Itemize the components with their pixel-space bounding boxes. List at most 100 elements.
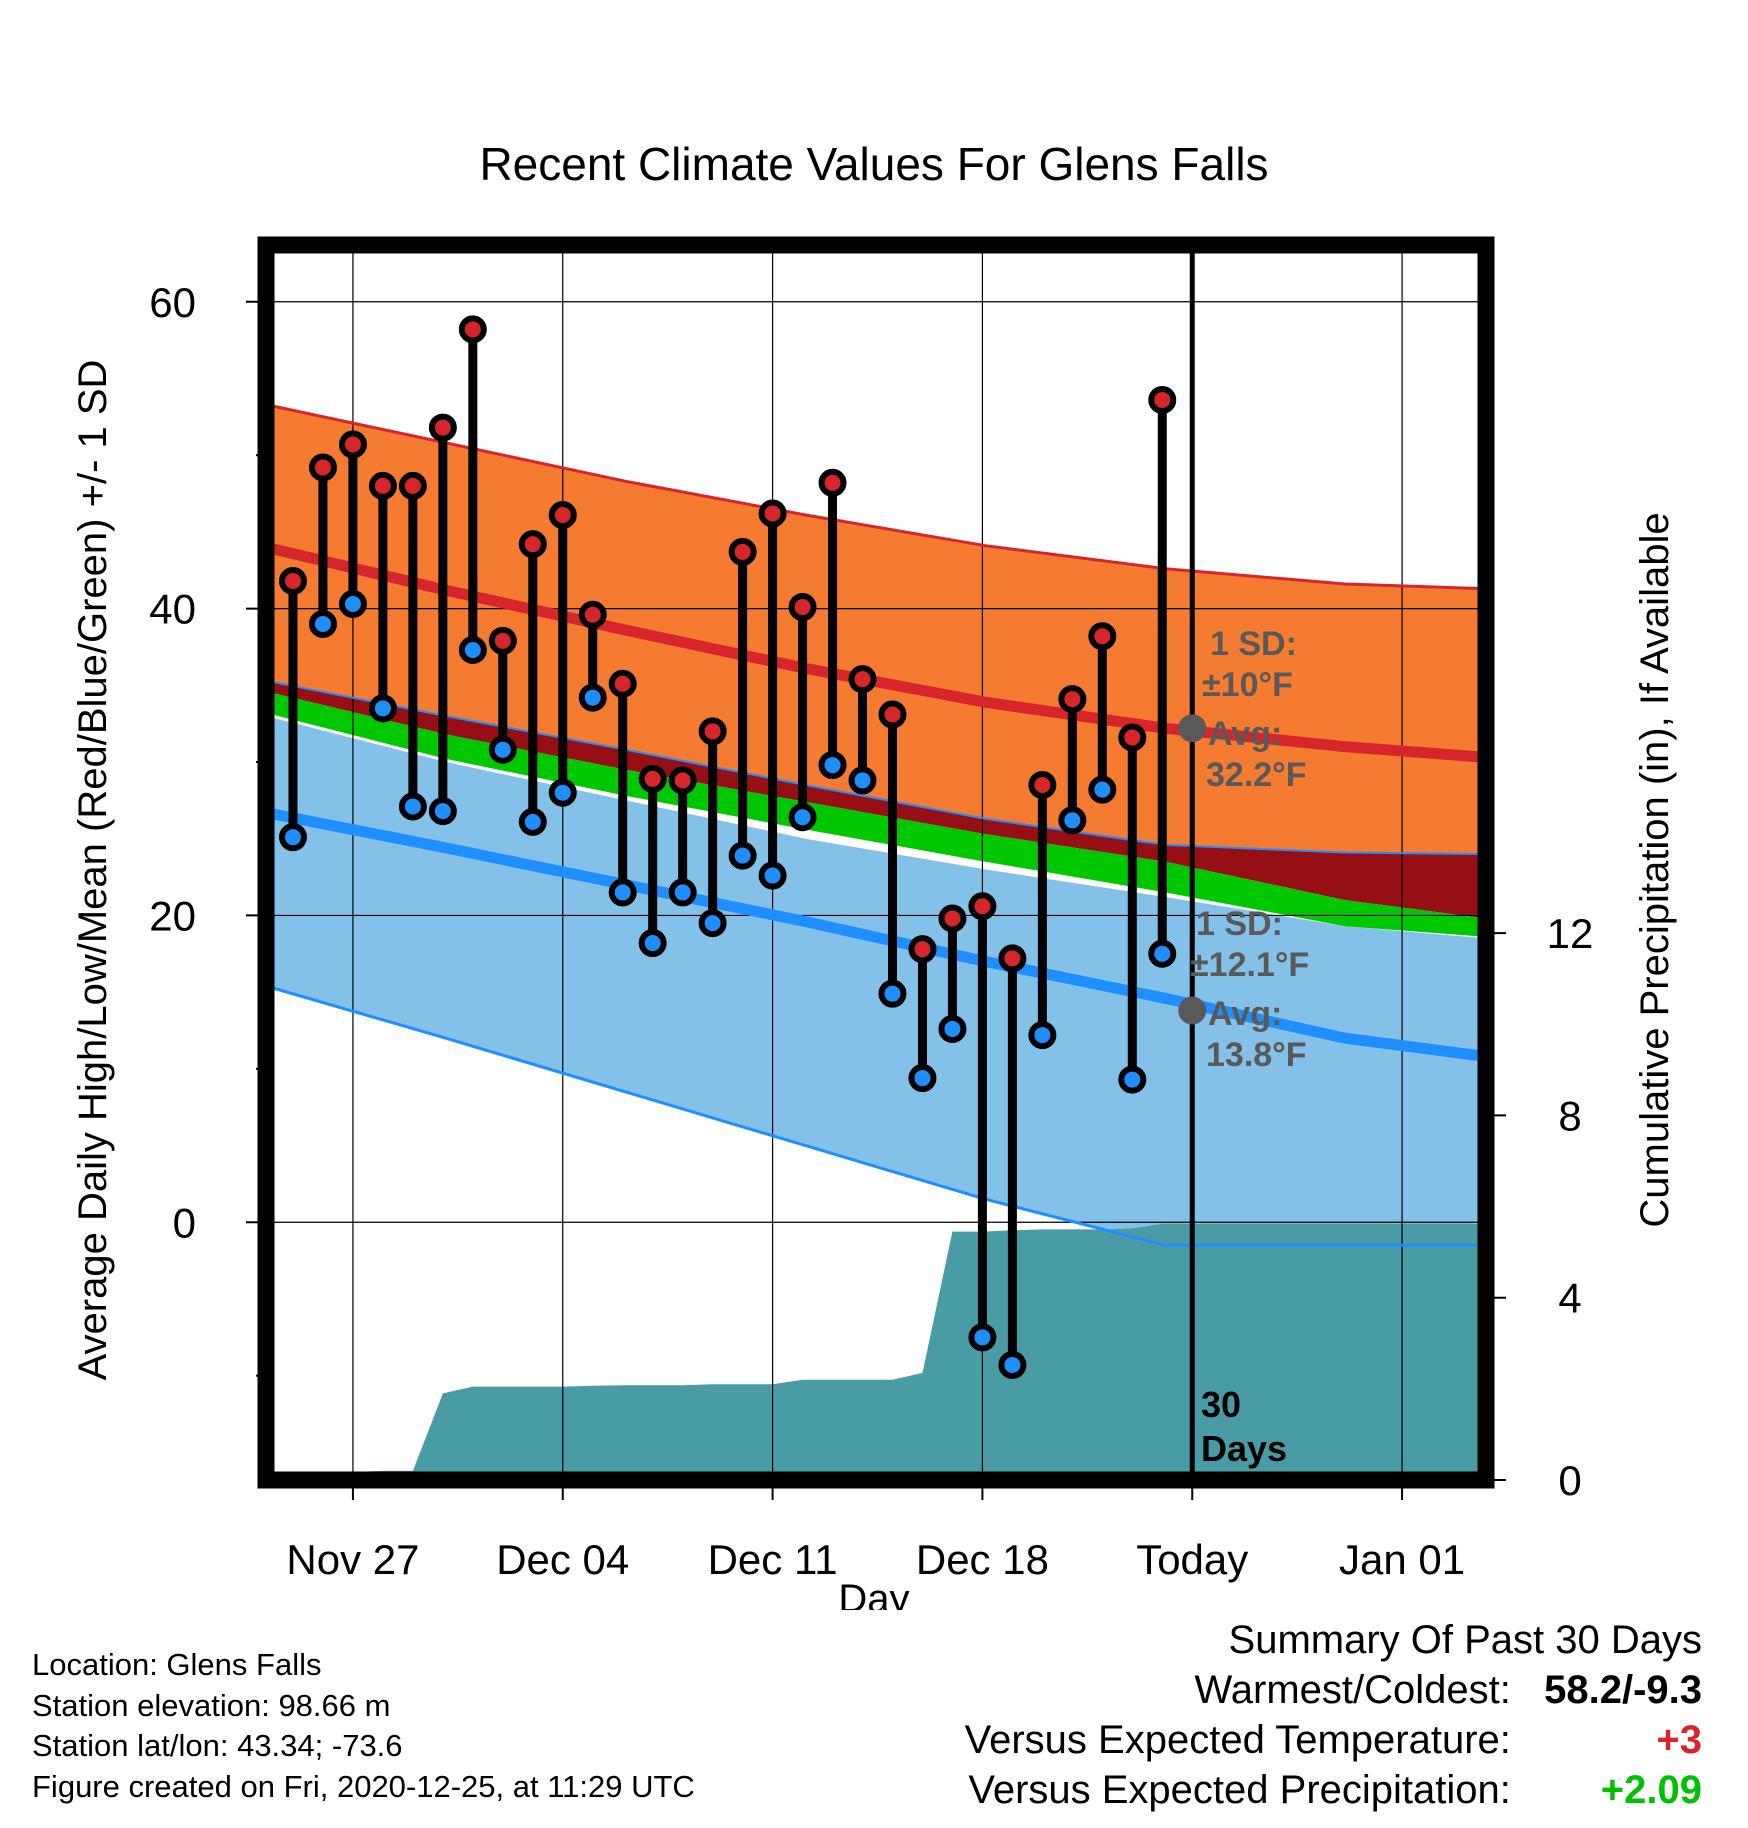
low-point-28 (1118, 1065, 1147, 1094)
low-avg-value: 13.8°F (1206, 1036, 1307, 1074)
high-point-28 (1118, 723, 1147, 752)
low-sd-value: ±12.1°F (1190, 946, 1309, 984)
station-elevation: Station elevation: 98.66 m (32, 1687, 391, 1723)
summary-temp-row: Versus Expected Temperature: +3 (965, 1715, 1702, 1765)
high-point-19 (848, 665, 877, 694)
plot-frame (257, 236, 1495, 1489)
low-point-7 (488, 735, 517, 764)
high-point-11 (608, 669, 637, 698)
summary-panel: Summary Of Past 30 Days Warmest/Coldest:… (965, 1615, 1702, 1815)
low-point-0 (278, 823, 307, 852)
y-tick-label-3: 60 (149, 279, 196, 326)
high-point-18 (818, 468, 847, 497)
low-point-11 (608, 878, 637, 907)
grid-lines (266, 245, 1486, 1480)
low-point-18 (818, 751, 847, 780)
low-point-29 (1148, 939, 1177, 968)
high-point-13 (668, 766, 697, 795)
summary-heading: Summary Of Past 30 Days (1228, 1618, 1702, 1662)
low-point-17 (788, 803, 817, 832)
figure-created: Figure created on Fri, 2020-12-25, at 11… (32, 1768, 695, 1804)
x-tick-label-0: Nov 27 (286, 1536, 419, 1583)
today-high-avg-dot (1178, 714, 1207, 743)
y2-tick-label-2: 8 (1558, 1092, 1581, 1139)
high-point-7 (488, 626, 517, 655)
warmest-label: Warmest/Coldest: (1194, 1668, 1511, 1712)
precip-value: +2.09 (1600, 1768, 1702, 1812)
high-point-0 (278, 566, 307, 595)
summary-warmest-row: Warmest/Coldest: 58.2/-9.3 (965, 1665, 1703, 1715)
low-avg-label: Avg: (1208, 995, 1282, 1033)
y2-tick-label-1: 4 (1558, 1275, 1581, 1322)
low-point-27 (1088, 775, 1117, 804)
y-tick-label-1: 20 (149, 892, 196, 939)
y-tick-label-2: 40 (149, 586, 196, 633)
high-point-17 (788, 593, 817, 622)
low-point-24 (998, 1350, 1027, 1379)
high-point-23 (968, 892, 997, 921)
low-point-25 (1028, 1021, 1057, 1050)
summary-precip-row: Versus Expected Precipitation: +2.09 (965, 1765, 1702, 1815)
low-point-21 (908, 1064, 937, 1093)
high-point-12 (638, 764, 667, 793)
low-minus-sd-line (265, 984, 1486, 1247)
climate-chart: Recent Climate Values For Glens Falls No… (71, 138, 1677, 1610)
high-point-10 (578, 600, 607, 629)
x-tick-label-3: Dec 18 (916, 1536, 1049, 1583)
low-point-6 (458, 636, 487, 665)
high-avg-label: Avg: (1208, 715, 1282, 753)
high-point-20 (878, 700, 907, 729)
high-point-24 (998, 944, 1027, 973)
low-point-15 (728, 841, 757, 870)
low-point-16 (758, 861, 787, 890)
temp-label: Versus Expected Temperature: (964, 1718, 1511, 1762)
high-point-25 (1028, 771, 1057, 800)
period-label-number: 30 (1201, 1384, 1241, 1425)
plot-border (257, 236, 1495, 1489)
y2-tick-label-0: 0 (1558, 1457, 1581, 1504)
low-point-10 (578, 683, 607, 712)
precipitation-fill (266, 1223, 1486, 1480)
high-point-5 (428, 413, 457, 442)
chart-title: Recent Climate Values For Glens Falls (479, 138, 1268, 190)
low-point-8 (518, 807, 547, 836)
warmest-value: 58.2/-9.3 (1544, 1668, 1702, 1712)
period-label-unit: Days (1201, 1428, 1287, 1469)
low-point-22 (938, 1014, 967, 1043)
high-sd-value: ±10°F (1202, 666, 1293, 704)
high-point-16 (758, 499, 787, 528)
high-point-8 (518, 530, 547, 559)
high-point-9 (548, 501, 577, 530)
high-point-26 (1058, 685, 1087, 714)
low-point-19 (848, 766, 877, 795)
x-tick-label-4: Today (1136, 1536, 1248, 1583)
low-point-12 (638, 929, 667, 958)
x-axis-label: Day (838, 1577, 909, 1610)
low-point-5 (428, 797, 457, 826)
high-point-6 (458, 315, 487, 344)
high-point-15 (728, 537, 757, 566)
low-point-3 (368, 694, 397, 723)
high-point-29 (1148, 385, 1177, 414)
high-point-22 (938, 904, 967, 933)
today-low-avg-dot (1178, 996, 1207, 1025)
today-marker (1178, 245, 1207, 1480)
low-point-23 (968, 1323, 997, 1352)
low-sd-band (266, 716, 1486, 1246)
normal-bands (266, 404, 1486, 1246)
low-sd-label: 1 SD: (1196, 905, 1283, 943)
mean-band (266, 691, 1486, 937)
high-point-3 (368, 471, 397, 500)
precip-label: Versus Expected Precipitation: (968, 1768, 1511, 1812)
low-point-26 (1058, 806, 1087, 835)
y2-tick-label-3: 12 (1547, 910, 1594, 957)
y-tick-label-0: 0 (173, 1199, 196, 1246)
low-point-20 (878, 979, 907, 1008)
high-avg-value: 32.2°F (1206, 756, 1307, 794)
precipitation-area (266, 1223, 1486, 1480)
low-point-9 (548, 778, 577, 807)
station-info: Location: Glens Falls Station elevation:… (32, 1645, 695, 1807)
low-point-4 (398, 792, 427, 821)
y-axis-label: Average Daily High/Low/Mean (Red/Blue/Gr… (71, 360, 115, 1381)
low-point-14 (698, 909, 727, 938)
